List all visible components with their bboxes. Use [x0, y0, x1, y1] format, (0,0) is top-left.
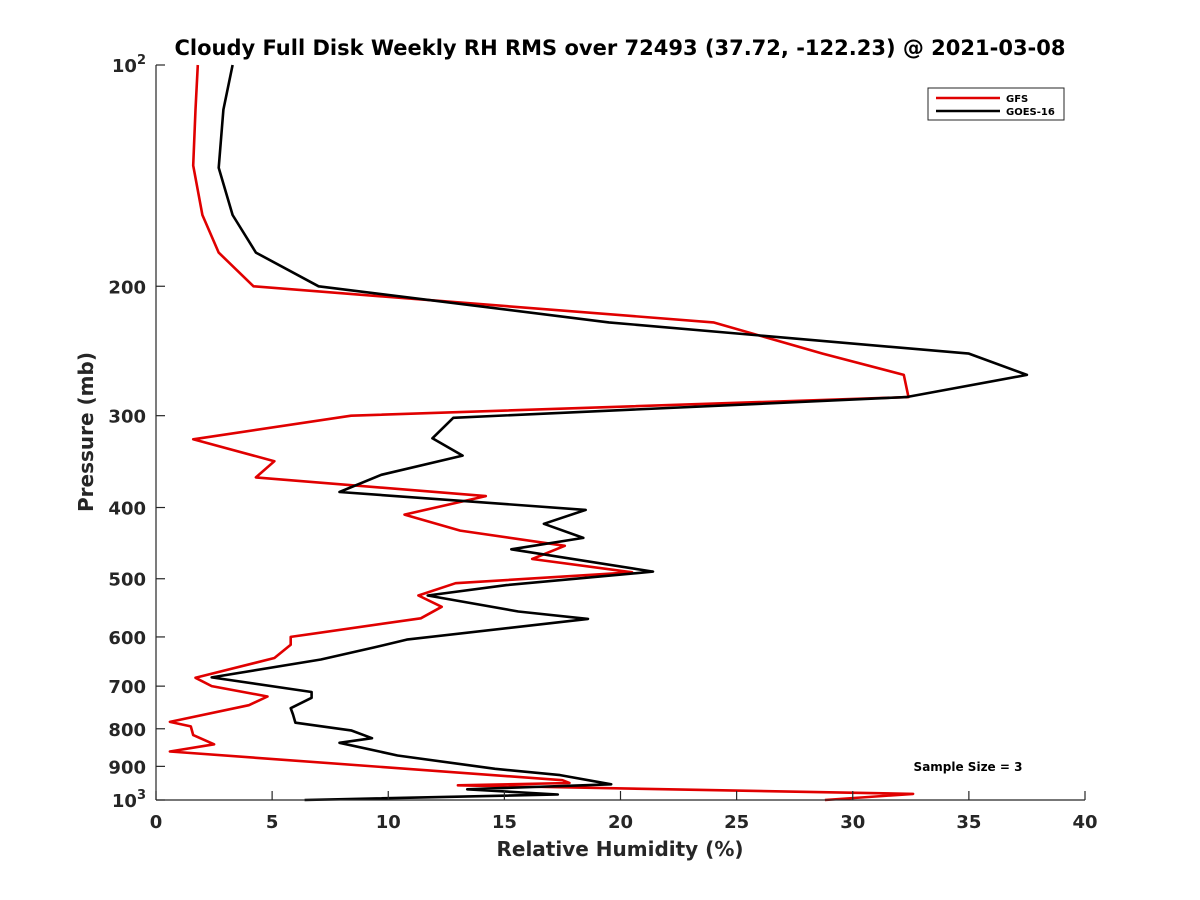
- y-tick-label: 300: [108, 407, 146, 428]
- y-tick-label-base: 300: [108, 407, 146, 428]
- y-tick-label: 600: [108, 628, 146, 649]
- legend-box: [927, 87, 1065, 121]
- x-tick-label: 30: [840, 812, 865, 833]
- y-tick-label-base: 900: [108, 757, 146, 778]
- chart-title: Cloudy Full Disk Weekly RH RMS over 7249…: [174, 36, 1065, 60]
- series-line-goes-16: [210, 64, 1029, 802]
- plot-area: [168, 64, 1029, 802]
- x-tick-label: 35: [956, 812, 981, 833]
- y-axis-label: Pressure (mb): [74, 352, 98, 512]
- x-axis-ticks: 0 5 10 15 20 25 30 35 40: [150, 791, 1098, 833]
- y-tick-label: 800: [108, 720, 146, 741]
- x-tick-label: 25: [724, 812, 749, 833]
- y-tick-label-base: 700: [108, 677, 146, 698]
- x-axis-label: Relative Humidity (%): [496, 837, 743, 861]
- sample-size-annotation: Sample Size = 3: [914, 760, 1023, 774]
- x-tick-label: 15: [492, 812, 517, 833]
- legend-label: GFS: [1006, 94, 1028, 105]
- x-tick-label: 5: [266, 812, 279, 833]
- y-tick-label-exponent: 2: [137, 53, 146, 68]
- y-tick-label-base: 10: [112, 56, 137, 77]
- y-tick-label-base: 10: [112, 791, 137, 812]
- series-line-gfs: [168, 64, 915, 802]
- y-tick-label-exponent: 3: [137, 788, 146, 803]
- x-tick-label: 10: [376, 812, 401, 833]
- y-tick-label: 700: [108, 677, 146, 698]
- y-tick-label-base: 600: [108, 628, 146, 649]
- legend-label: GOES-16: [1006, 107, 1055, 118]
- y-tick-label: 900: [108, 757, 146, 778]
- y-tick-label: 103: [112, 788, 146, 812]
- x-tick-label: 20: [608, 812, 633, 833]
- y-tick-label: 500: [108, 570, 146, 591]
- legend: GFS GOES-16: [927, 87, 1065, 121]
- y-tick-label: 102: [112, 53, 146, 77]
- y-tick-label: 400: [108, 499, 146, 520]
- y-tick-label-base: 400: [108, 499, 146, 520]
- y-tick-label: 200: [108, 277, 146, 298]
- y-tick-label-base: 800: [108, 720, 146, 741]
- y-tick-label-base: 200: [108, 277, 146, 298]
- x-tick-label: 0: [150, 812, 163, 833]
- y-tick-label-base: 500: [108, 570, 146, 591]
- x-tick-label: 40: [1072, 812, 1097, 833]
